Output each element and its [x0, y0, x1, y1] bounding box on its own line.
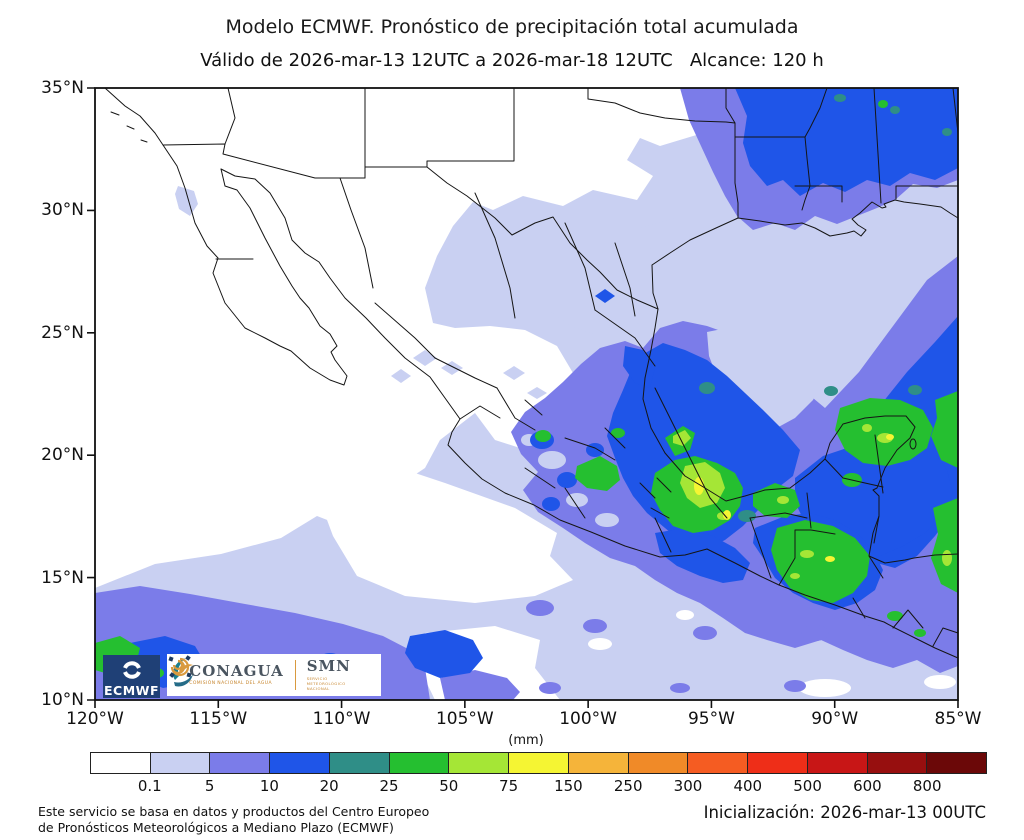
ecmwf-icon [122, 661, 141, 679]
colorbar-cell [748, 753, 808, 773]
x-tick-label: 100°W [559, 709, 617, 729]
colorbar-tick-label: 800 [912, 777, 942, 795]
colorbar-tick-label: 10 [259, 777, 279, 795]
conagua-name: CONAGUA [189, 662, 284, 680]
colorbar-cell [688, 753, 749, 773]
smn-subtitle: SERVICIO METEOROLÓGICO NACIONAL [306, 676, 346, 691]
smn-name: SMN [306, 657, 351, 675]
colorbar-cell [91, 753, 151, 773]
y-tick-label: 25°N [41, 322, 84, 343]
x-tick-label: 115°W [189, 709, 248, 729]
ecmwf-logo: ECMWF [103, 655, 160, 698]
disclaimer-line1: Este servicio se basa en datos y product… [38, 804, 430, 819]
colorbar-tick-label: 600 [853, 777, 882, 795]
colorbar-tick-label: 300 [673, 777, 703, 795]
colorbar-tick-label: 400 [733, 777, 763, 795]
x-tick-label: 110°W [312, 709, 371, 729]
x-tick-label: 105°W [435, 709, 494, 729]
map-frame [94, 87, 959, 701]
colorbar-tick-label: 25 [379, 777, 399, 795]
colorbar-tick-label: 250 [613, 777, 643, 795]
precipitation-layer [95, 88, 958, 700]
colorbar-cell [867, 753, 928, 773]
colorbar [90, 752, 987, 774]
conagua-smn-logos: CONAGUA COMISIÓN NACIONAL DEL AGUA SMN S… [167, 654, 381, 696]
map-canvas: ECMWF CONAGUA COMISIÓN NACIONAL DEL AGUA [87, 87, 959, 708]
colorbar-cell [449, 753, 510, 773]
colorbar-tick-label: 75 [499, 777, 519, 795]
colorbar-tick-label: 0.1 [137, 777, 162, 795]
axis-ticks [87, 87, 959, 708]
colorbar-cell [807, 753, 868, 773]
x-tick-label: 120°W [66, 709, 124, 729]
colorbar-cell [628, 753, 689, 773]
y-tick-label: 35°N [41, 78, 84, 98]
x-tick-label: 90°W [811, 709, 859, 729]
colorbar-tick-label: 500 [793, 777, 822, 795]
colorbar-cell [927, 753, 987, 773]
x-tick-label: 95°W [687, 709, 735, 729]
colorbar-tick-labels: 0.1 5 10 20 25 50 75 150 250 300 400 500 600 800 [90, 777, 987, 795]
y-tick-label: 10°N [41, 690, 84, 710]
colorbar-cell [389, 753, 450, 773]
colorbar-cell [509, 753, 569, 773]
page-subtitle: Válido de 2026-mar-13 12UTC a 2026-mar-1… [200, 50, 824, 71]
y-tick-label: 20°N [41, 445, 84, 466]
precipitation-map [87, 87, 959, 708]
page-title: Modelo ECMWF. Pronóstico de precipitació… [225, 16, 799, 38]
disclaimer-text: Este servicio se basa en datos y product… [38, 804, 429, 837]
disclaimer-line2: de Pronósticos Meteorológicos a Mediano … [38, 820, 394, 836]
colorbar-tick-label: 150 [554, 777, 583, 795]
conagua-text: CONAGUA COMISIÓN NACIONAL DEL AGUA [189, 662, 284, 687]
colorbar-cell [329, 753, 390, 773]
smn-text: SMN SERVICIO METEOROLÓGICO NACIONAL [306, 657, 359, 692]
y-tick-label: 30°N [41, 200, 84, 221]
colorbar-cell [568, 753, 629, 773]
initialization-text: Inicialización: 2026-mar-13 00UTC [703, 803, 986, 822]
colorbar-cell [270, 753, 330, 773]
x-tick-label: 85°W [934, 709, 982, 729]
colorbar-tick-label: 20 [319, 777, 339, 795]
colorbar-tick-label: 5 [204, 777, 215, 795]
colorbar-tick-label: 50 [439, 777, 459, 795]
coastline-borders [104, 87, 959, 659]
ecmwf-logo-label: ECMWF [104, 683, 159, 698]
y-tick-label: 15°N [41, 567, 84, 588]
smn-icon [168, 655, 192, 678]
conagua-subtitle: COMISIÓN NACIONAL DEL AGUA [189, 681, 272, 686]
logo-divider [294, 660, 296, 690]
colorbar-cell [150, 753, 211, 773]
colorbar-cell [210, 753, 271, 773]
colorbar-unit-label: (mm) [508, 733, 544, 748]
